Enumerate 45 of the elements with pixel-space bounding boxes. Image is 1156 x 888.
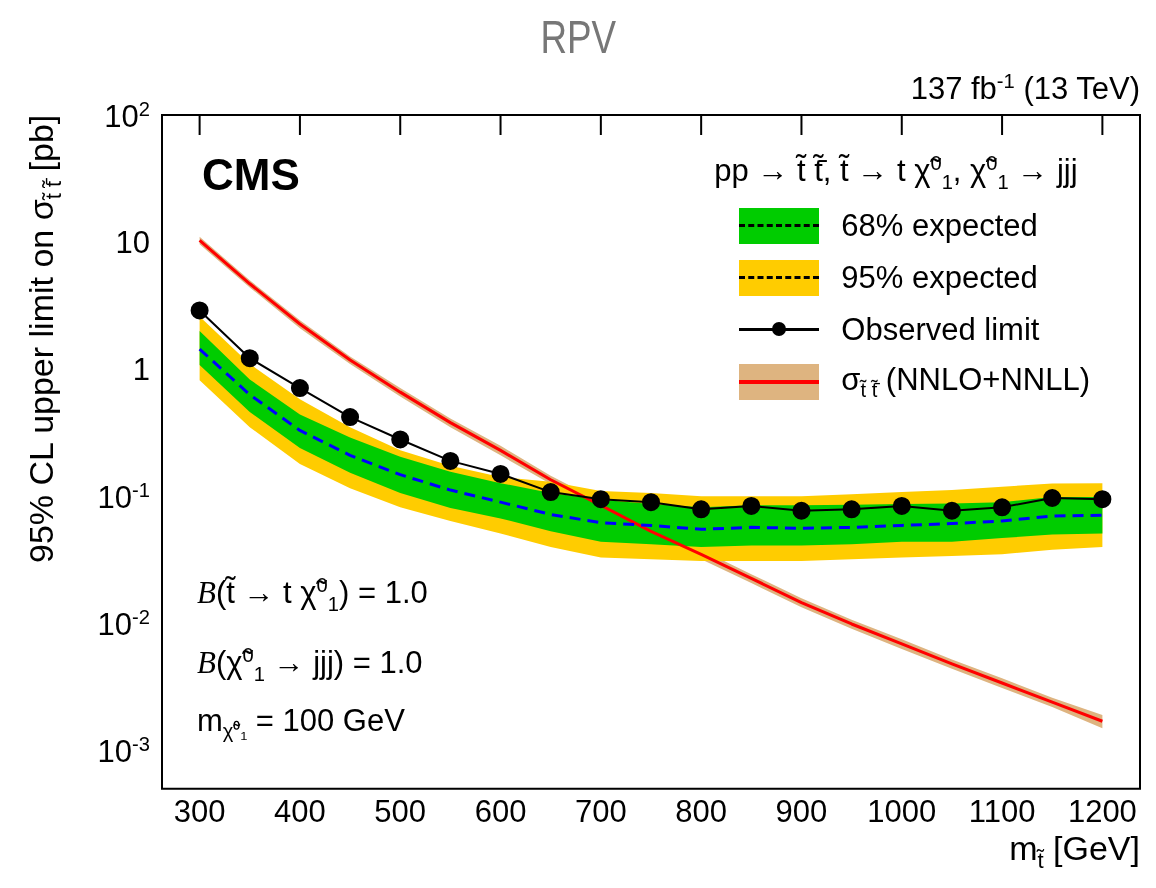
legend-label: 95% expected <box>841 260 1038 296</box>
point <box>341 408 360 427</box>
point <box>190 301 209 320</box>
point <box>591 490 610 509</box>
x-tick-label: 1000 <box>867 793 937 829</box>
y-tick-label: 10 <box>115 224 150 260</box>
line-series <box>198 347 1104 531</box>
x-axis-title: m$_{t̃}$ [GeV] <box>1009 828 1140 873</box>
point <box>290 379 309 398</box>
legend-label: 68% expected <box>841 208 1038 244</box>
x-tick-label: 1100 <box>968 793 1036 829</box>
point <box>792 501 811 520</box>
point <box>742 496 761 515</box>
y-tick-label: 10$^{-1}$ <box>97 478 150 516</box>
point <box>491 464 510 483</box>
point <box>441 451 460 470</box>
x-tick-label: 700 <box>574 793 627 829</box>
point <box>842 500 861 519</box>
x-tick-label: 600 <box>474 793 527 829</box>
point <box>892 496 911 515</box>
point <box>541 483 560 502</box>
x-tick-label: 500 <box>374 793 427 829</box>
point <box>240 349 259 368</box>
annotation: m$_{χ̃⁰₁}$ = 100 GeV <box>197 703 405 743</box>
y-tick-label: 10$^{-2}$ <box>97 605 150 643</box>
legend-label: σ$_{t̃ t̃̄}$ (NNLO+NNLL) <box>841 361 1090 401</box>
point <box>942 501 961 520</box>
x-tick-label: 300 <box>173 793 226 829</box>
x-tick-label: 400 <box>274 793 326 829</box>
point <box>1043 489 1062 507</box>
point <box>1093 490 1112 509</box>
chart-title: RPV <box>539 11 616 63</box>
point <box>692 500 711 519</box>
y-tick-label: 10$^{2}$ <box>104 97 150 134</box>
x-tick-label: 900 <box>775 793 828 829</box>
point <box>642 493 660 512</box>
y-tick-label: 10$^{-3}$ <box>97 733 150 770</box>
point <box>993 498 1012 517</box>
text: 137 fb$^{-1}$ (13 TeV) <box>910 70 1140 107</box>
y-tick-label: 1 <box>132 351 150 387</box>
legend-label: Observed limit <box>841 312 1040 348</box>
x-tick-label: 800 <box>675 793 728 829</box>
point <box>391 430 410 449</box>
annotation: CMS <box>202 150 300 199</box>
x-tick-label: 1200 <box>1067 793 1137 829</box>
